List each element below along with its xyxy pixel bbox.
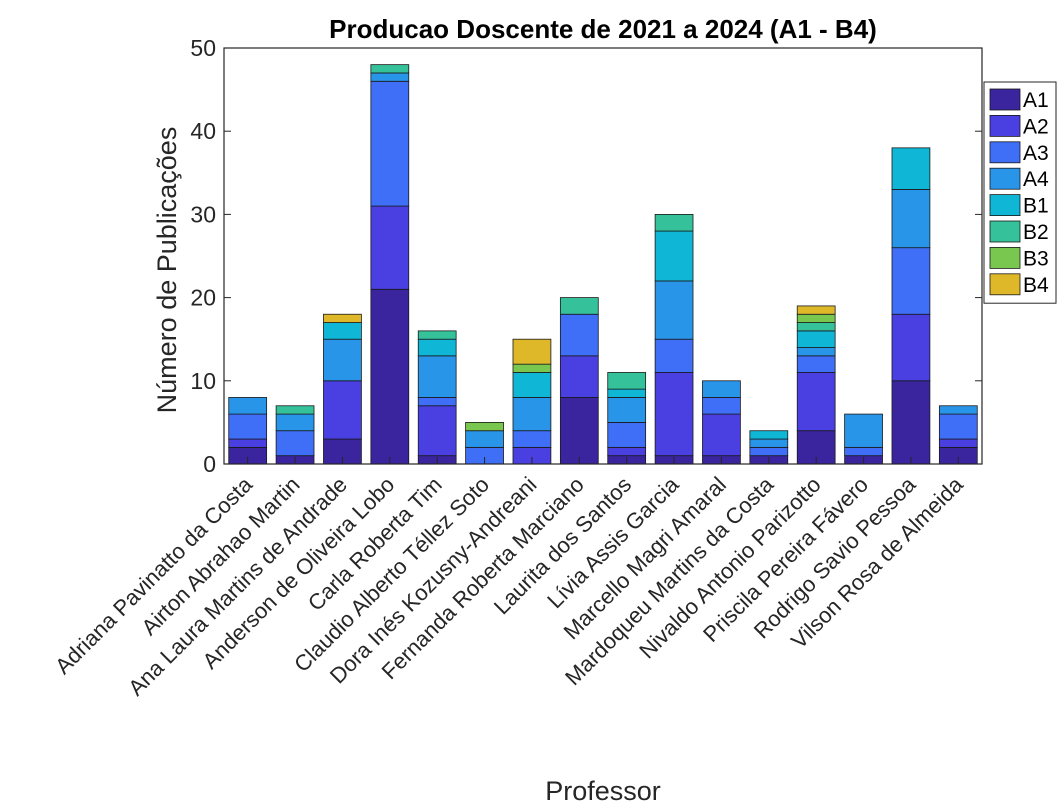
legend-swatch (989, 88, 1021, 111)
legend-label: A3 (1023, 142, 1049, 165)
bar-segment: Claudio Alberto Téllez Soto — A4: 2 (465, 430, 504, 448)
bar-segment: Lívia Assis Garcia — B2: 2 (654, 213, 694, 232)
y-tick-label: 50 (190, 35, 216, 61)
bar-segment: Nivaldo Antonio Parizotto — B2: 1 (796, 322, 836, 332)
chart-title: Producao Doscente de 2021 a 2024 (A1 - B… (329, 14, 877, 44)
bar-segment: Priscila Pereira Fávero — A3: 1 (844, 446, 883, 457)
bar-segment: Rodrigo Savio Pessoa — A3: 8 (891, 247, 931, 315)
legend-label: B4 (1023, 274, 1049, 297)
bar-segment: Anderson de Oliveira Lobo — A1: 21 (370, 288, 410, 465)
bar-segment: Airton Abrahao Martin — A3: 3 (275, 430, 315, 457)
bar-segment: Vilson Rosa de Almeida — A3: 3 (938, 413, 978, 440)
bar-segment: Dora Inés Kozusny-Andreani — B1: 3 (512, 372, 552, 398)
bar-segment: Mardoqueu Martins da Costa — B1: 1 (749, 430, 789, 440)
bar-segment: Adriana Pavinatto da Costa — A3: 3 (228, 413, 268, 440)
bar-segment: Rodrigo Savio Pessoa — A2: 8 (891, 313, 931, 382)
y-axis-label: Número de Publicações (152, 127, 182, 414)
legend: A1 A2 A3 A4 B1 B2 B3 B4 (983, 81, 1057, 304)
bar-segment: Anderson de Oliveira Lobo — B2: 1 (370, 64, 410, 74)
bar-segment: Priscila Pereira Fávero — A4: 4 (844, 413, 883, 448)
y-tick-label: 0 (203, 451, 216, 477)
bar-segment: Nivaldo Antonio Parizotto — A4: 1 (796, 347, 836, 357)
bar-segment: Lívia Assis Garcia — A3: 4 (654, 338, 694, 373)
bar-segment: Adriana Pavinatto da Costa — A4: 2 (228, 397, 268, 415)
axes-box (223, 47, 983, 465)
bar-segment: Fernanda Roberta Marciano — B2: 2 (559, 297, 599, 315)
bar-segment: Lívia Assis Garcia — A4: 7 (654, 280, 694, 340)
legend-label: A1 (1023, 89, 1049, 112)
bar-segment: Dora Inés Kozusny-Andreani — B4: 3 (512, 338, 552, 365)
bar-segment: Nivaldo Antonio Parizotto — A2: 7 (796, 372, 836, 432)
legend-swatch (989, 246, 1021, 269)
legend-label: A4 (1023, 168, 1049, 191)
legend-swatch (989, 273, 1021, 296)
bar-segment: Carla Roberta Tim — A4: 5 (417, 355, 457, 398)
y-tick-label: 30 (190, 201, 216, 227)
bar-segment: Laurita dos Santos — A4: 3 (607, 397, 647, 423)
bar-segment: Rodrigo Savio Pessoa — B1: 5 (891, 147, 931, 190)
bar-segment: Fernanda Roberta Marciano — A1: 8 (559, 397, 599, 465)
bar-segment: Airton Abrahao Martin — B2: 1 (275, 405, 315, 415)
legend-swatch (989, 220, 1021, 243)
bar-segment: Adriana Pavinatto da Costa — A2: 1 (228, 438, 268, 448)
bar-segment: Carla Roberta Tim — A3: 1 (417, 397, 457, 407)
bar-segment: Carla Roberta Tim — B1: 2 (417, 338, 457, 357)
bar-segment: Anderson de Oliveira Lobo — A2: 10 (370, 205, 410, 290)
bar-segment: Lívia Assis Garcia — B1: 6 (654, 230, 694, 282)
bar-segment: Laurita dos Santos — B2: 2 (607, 372, 647, 390)
bar-segment: Nivaldo Antonio Parizotto — B1: 2 (796, 330, 836, 348)
bar-segment: Ana Laura Martins de Andrade — A2: 7 (323, 380, 362, 440)
bar-segment: Laurita dos Santos — A3: 3 (607, 421, 647, 448)
bar-segment: Carla Roberta Tim — A2: 6 (417, 405, 457, 457)
bar-segment: Fernanda Roberta Marciano — A3: 5 (559, 313, 599, 357)
bar-segment: Dora Inés Kozusny-Andreani — A4: 4 (512, 397, 552, 432)
bar-segment: Rodrigo Savio Pessoa — A4: 7 (891, 189, 931, 249)
bar-segment: Fernanda Roberta Marciano — A2: 5 (559, 355, 599, 398)
legend-swatch (989, 194, 1021, 217)
bar-segment: Nivaldo Antonio Parizotto — A3: 2 (796, 355, 836, 373)
plot-area: Adriana Pavinatto da Costa — A1: 2Adrian… (223, 47, 983, 465)
bar-segment: Marcello Magri Amaral — A3: 2 (702, 397, 741, 415)
bar-segment: Claudio Alberto Téllez Soto — B3: 1 (465, 421, 504, 432)
bar-segment: Mardoqueu Martins da Costa — A3: 1 (749, 446, 789, 457)
y-tick-label: 10 (190, 368, 216, 394)
legend-swatch (989, 115, 1021, 137)
legend-label: A2 (1023, 115, 1049, 138)
bar-segment: Nivaldo Antonio Parizotto — B3: 1 (796, 313, 836, 323)
x-axis-label: Professor (545, 776, 661, 806)
y-tick-label: 20 (190, 285, 216, 311)
bar-segment: Anderson de Oliveira Lobo — A3: 15 (370, 80, 410, 207)
bar-segment: Anderson de Oliveira Lobo — A4: 1 (370, 72, 410, 82)
bar-segment: Marcello Magri Amaral — A2: 5 (702, 413, 741, 457)
legend-swatch (989, 167, 1021, 190)
bar-segment: Ana Laura Martins de Andrade — A4: 5 (323, 338, 362, 382)
bar-segment: Dora Inés Kozusny-Andreani — B3: 1 (512, 363, 552, 373)
bar-segment: Nivaldo Antonio Parizotto — B4: 1 (796, 305, 836, 315)
bar-segment: Dora Inés Kozusny-Andreani — A3: 2 (512, 430, 552, 448)
bar-segment: Vilson Rosa de Almeida — A2: 1 (938, 438, 978, 448)
legend-label: B1 (1023, 195, 1049, 218)
bar-segment: Airton Abrahao Martin — A4: 2 (275, 413, 315, 432)
y-tick-label: 40 (190, 118, 216, 144)
bar-segment: Ana Laura Martins de Andrade — B1: 2 (323, 322, 362, 340)
y-axis-ticks: 0 10 20 30 40 50 (190, 35, 982, 477)
legend-swatch (989, 141, 1021, 164)
bar-segment: Laurita dos Santos — A2: 1 (607, 446, 647, 457)
bar-segment: Ana Laura Martins de Andrade — B4: 1 (323, 313, 362, 323)
legend-label: B3 (1023, 247, 1049, 270)
bar-segment: Mardoqueu Martins da Costa — A4: 1 (749, 438, 789, 448)
bar-segment: Marcello Magri Amaral — A4: 2 (702, 380, 741, 398)
bar-segment: Vilson Rosa de Almeida — A4: 1 (938, 405, 978, 415)
bar-segment: Lívia Assis Garcia — A2: 10 (654, 372, 694, 457)
bar-segment: Rodrigo Savio Pessoa — A1: 10 (891, 380, 931, 465)
legend-label: B2 (1023, 221, 1049, 244)
bar-segment: Laurita dos Santos — B1: 1 (607, 388, 647, 398)
bar-segment: Carla Roberta Tim — B2: 1 (417, 330, 457, 340)
